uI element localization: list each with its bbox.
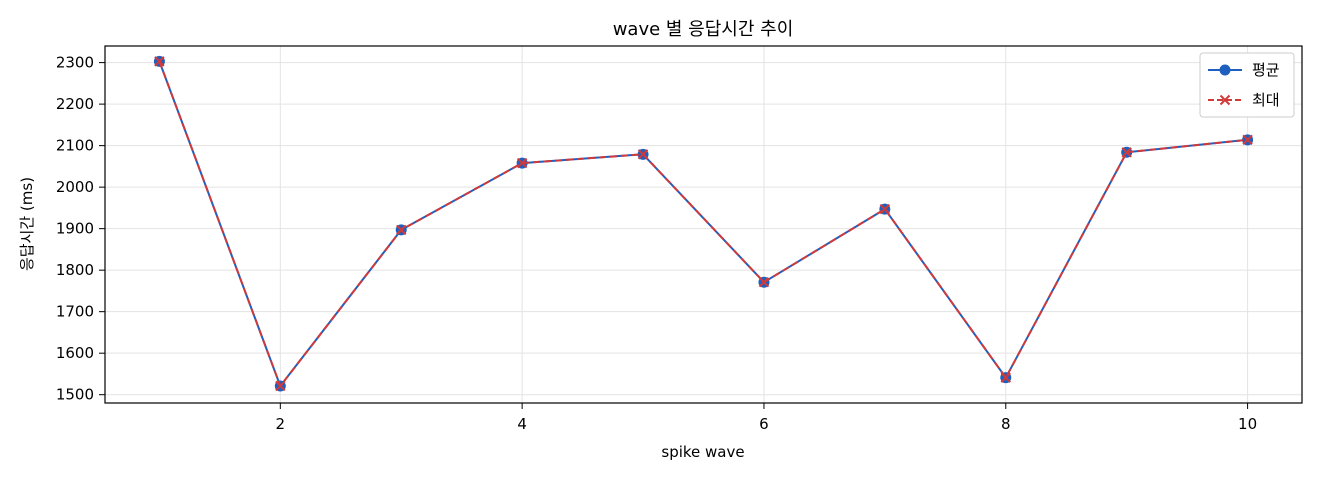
data-point <box>1121 147 1132 158</box>
x-axis-label: spike wave <box>661 443 744 461</box>
data-point <box>516 157 528 169</box>
data-point <box>396 224 407 236</box>
y-tick-label: 2200 <box>56 95 94 113</box>
y-axis-label: 응답시간 (ms) <box>18 177 36 271</box>
data-point <box>1242 134 1253 146</box>
data-point <box>275 380 286 392</box>
series-line <box>158 61 1248 387</box>
legend-marker <box>1219 64 1231 76</box>
series-2 <box>154 56 1253 392</box>
y-tick-label: 1700 <box>56 303 94 321</box>
legend-box <box>1199 52 1295 118</box>
data-point <box>637 149 649 160</box>
series-layer <box>153 55 1254 392</box>
y-tick-label: 1500 <box>56 386 94 404</box>
series-line <box>158 61 1248 387</box>
x-tick-label: 8 <box>1001 415 1011 433</box>
data-point <box>154 56 165 67</box>
data-point <box>879 203 891 215</box>
y-axis: 1500 1600 1700 1800 1900 2000 2100 2200 2300 <box>56 54 105 404</box>
x-tick-label: 2 <box>276 415 286 433</box>
plot-frame <box>104 45 1303 404</box>
grid <box>105 46 1302 403</box>
y-tick-label: 1900 <box>56 220 94 238</box>
y-tick-label: 1600 <box>56 344 94 362</box>
chart-title: wave 별 응답시간 추이 <box>613 19 794 40</box>
legend-marker <box>1219 94 1231 106</box>
y-tick-label: 2100 <box>56 137 94 155</box>
x-axis: 2 4 6 8 10 <box>276 403 1257 433</box>
x-tick-label: 10 <box>1238 415 1257 433</box>
legend-label: 최대 <box>1252 91 1280 109</box>
data-point <box>1000 372 1011 383</box>
legend-label: 평균 <box>1252 61 1280 79</box>
data-point <box>758 276 770 288</box>
y-tick-label: 1800 <box>56 261 94 279</box>
y-tick-label: 2300 <box>56 54 94 72</box>
x-tick-label: 6 <box>759 415 769 433</box>
y-tick-label: 2000 <box>56 178 94 196</box>
x-tick-label: 4 <box>517 415 527 433</box>
